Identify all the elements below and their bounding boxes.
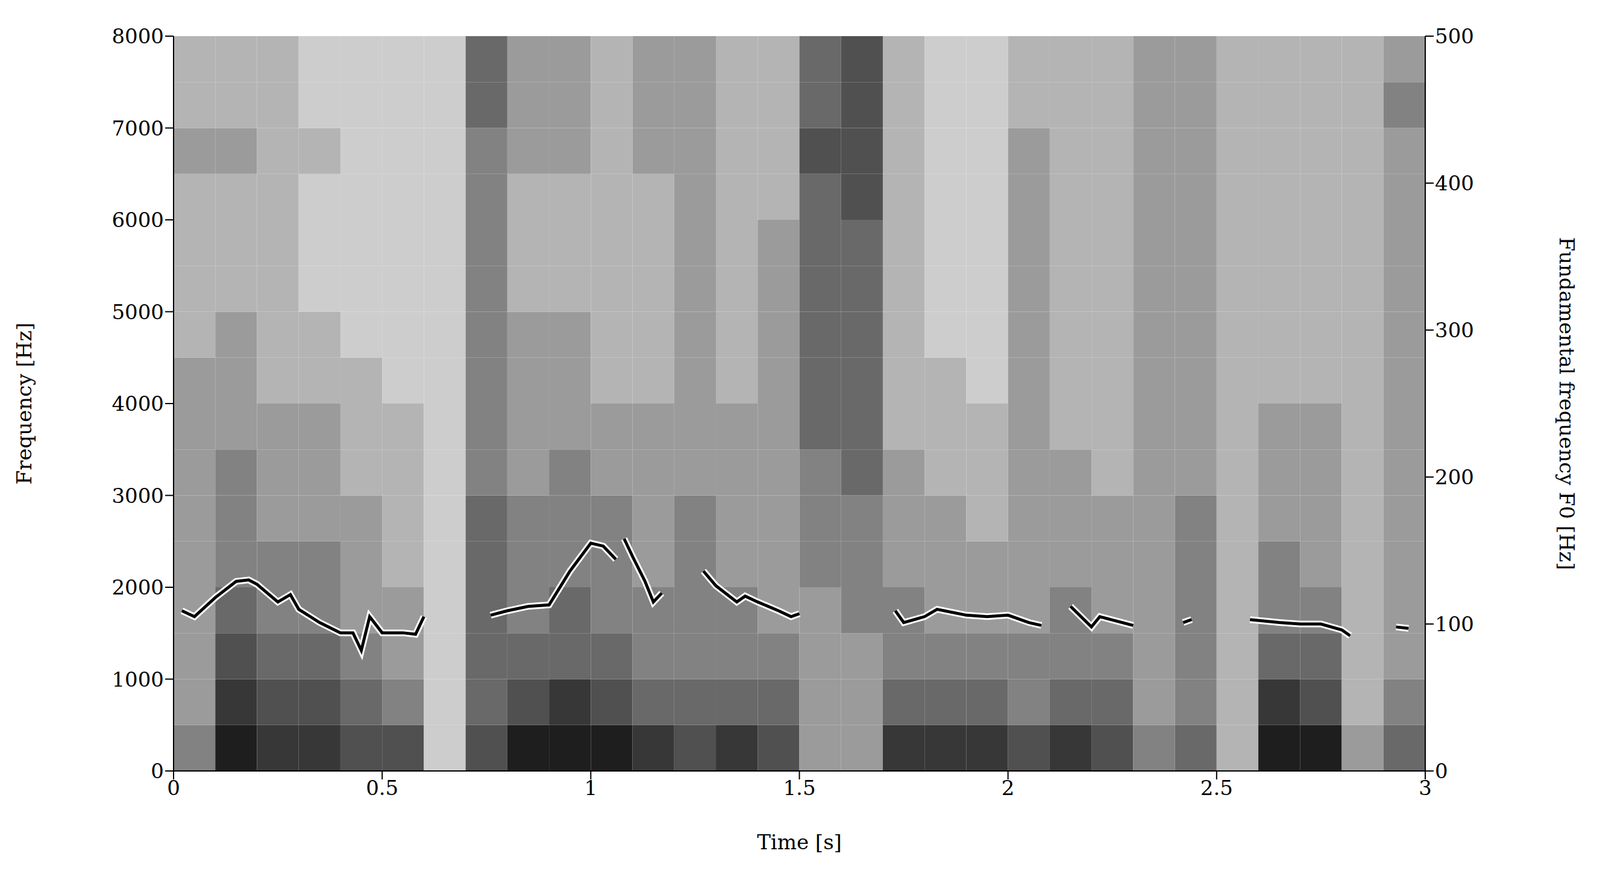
svg-text:Fundamental frequency F0 [Hz]: Fundamental frequency F0 [Hz] [1554,236,1579,571]
svg-text:1000: 1000 [111,667,164,692]
svg-text:3: 3 [1418,776,1432,801]
svg-text:2.5: 2.5 [1200,776,1233,801]
svg-text:5000: 5000 [111,300,164,325]
svg-text:300: 300 [1434,318,1475,343]
svg-text:0: 0 [150,759,164,784]
svg-text:2000: 2000 [111,575,164,600]
svg-text:0.5: 0.5 [365,776,399,801]
svg-text:100: 100 [1434,612,1475,637]
svg-text:4000: 4000 [111,391,164,416]
svg-text:Frequency [Hz]: Frequency [Hz] [12,323,37,486]
svg-text:0: 0 [166,776,181,801]
svg-text:1.5: 1.5 [782,776,816,801]
svg-text:1: 1 [584,776,598,801]
svg-text:500: 500 [1434,24,1475,49]
svg-text:400: 400 [1434,171,1475,196]
svg-text:7000: 7000 [111,116,164,141]
svg-text:3000: 3000 [111,483,164,509]
svg-text:6000: 6000 [111,207,164,233]
svg-text:2: 2 [1001,776,1015,801]
svg-text:200: 200 [1434,465,1475,490]
svg-text:8000: 8000 [111,24,164,49]
svg-text:0: 0 [1434,759,1449,784]
svg-text:Time [s]: Time [s] [756,830,842,855]
